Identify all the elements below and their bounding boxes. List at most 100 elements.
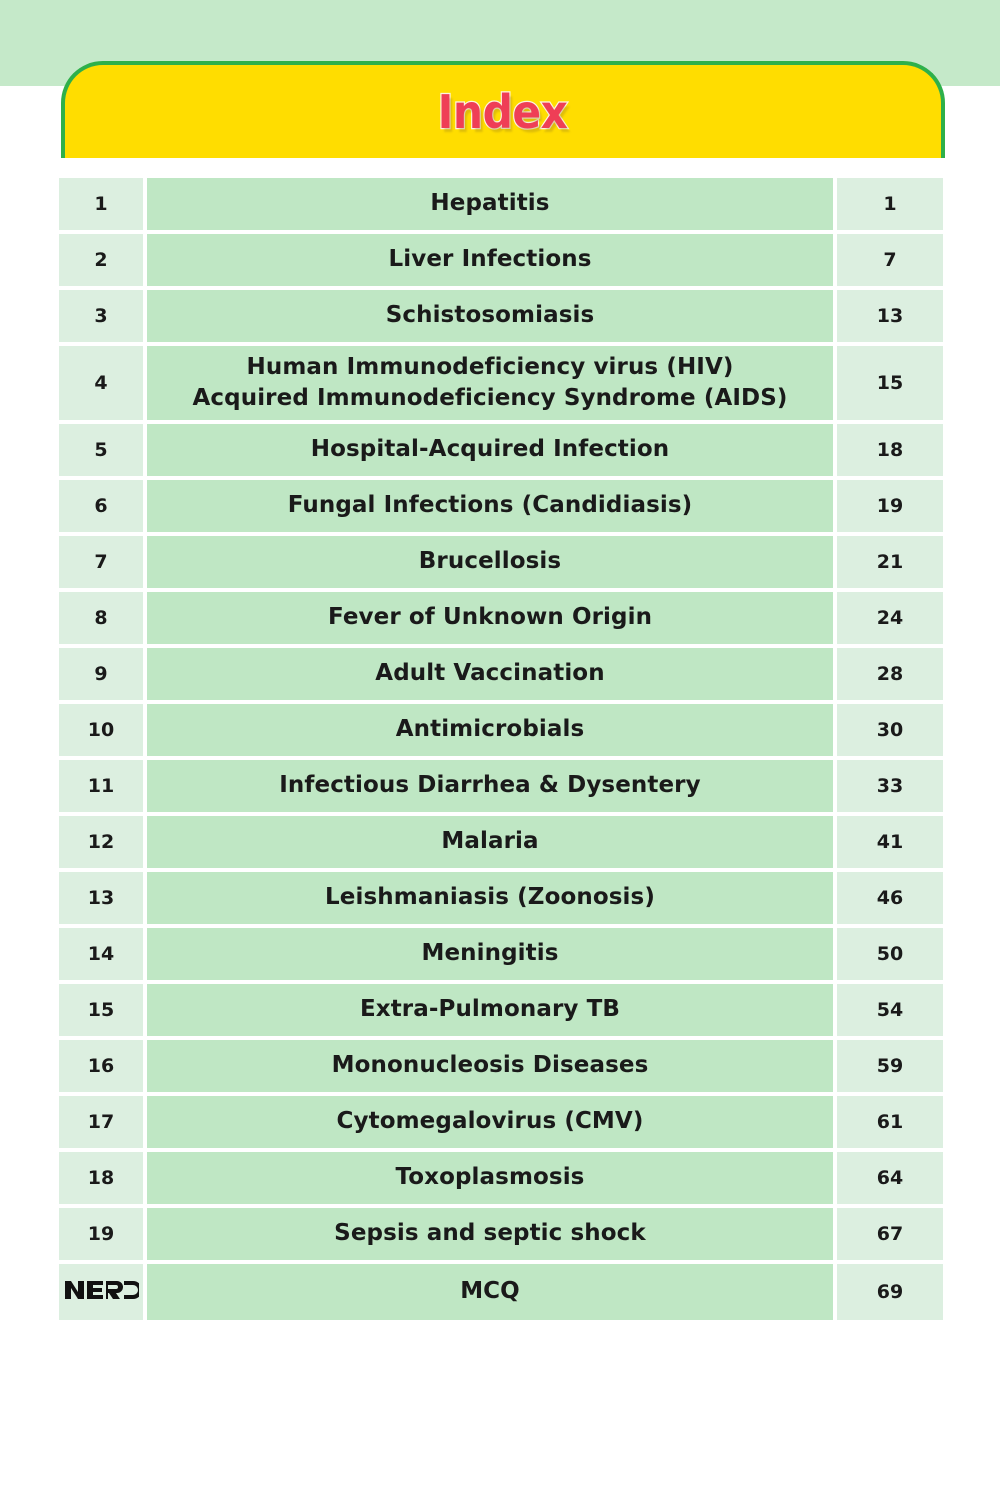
row-page-number-cell: 67 — [837, 1208, 943, 1264]
row-title-cell[interactable]: Extra-Pulmonary TB — [147, 984, 837, 1040]
row-title-cell[interactable]: Mononucleosis Diseases — [147, 1040, 837, 1096]
table-row[interactable]: 16 Mononucleosis Diseases 59 — [59, 1040, 943, 1096]
table-row[interactable]: 7 Brucellosis 21 — [59, 536, 943, 592]
row-title-line: Mononucleosis Diseases — [331, 1052, 649, 1079]
table-row[interactable]: 10 Antimicrobials 30 — [59, 704, 943, 760]
row-title-cell[interactable]: Human Immunodeficiency virus (HIV) Acquir… — [147, 346, 837, 424]
row-page-number: 18 — [876, 439, 904, 461]
row-page-number: 61 — [876, 1111, 904, 1133]
nerd-logo-icon — [59, 1279, 143, 1301]
row-title-cell[interactable]: Meningitis — [147, 928, 837, 984]
row-number: 14 — [87, 943, 115, 965]
row-number: 3 — [94, 305, 108, 327]
table-row[interactable]: 13 Leishmaniasis (Zoonosis) 46 — [59, 872, 943, 928]
row-page-number-cell: 54 — [837, 984, 943, 1040]
row-title-cell[interactable]: Leishmaniasis (Zoonosis) — [147, 872, 837, 928]
row-page-number-cell: 46 — [837, 872, 943, 928]
row-page-number-cell: 15 — [837, 346, 943, 424]
table-row[interactable]: 17 Cytomegalovirus (CMV) 61 — [59, 1096, 943, 1152]
row-title-cell[interactable]: Liver Infections — [147, 234, 837, 290]
row-page-number-cell: 64 — [837, 1152, 943, 1208]
row-number: 15 — [87, 999, 115, 1021]
row-title-cell[interactable]: Malaria — [147, 816, 837, 872]
index-banner: Index — [61, 61, 945, 158]
row-title-cell[interactable]: Infectious Diarrhea & Dysentery — [147, 760, 837, 816]
index-table: 1 Hepatitis 1 2 Liver Infections 7 3 Schistosom… — [59, 178, 943, 1320]
row-number-cell: 4 — [59, 346, 147, 424]
page-title: Index — [437, 83, 570, 140]
table-row[interactable]: MCQ 69 — [59, 1264, 943, 1320]
row-title-cell[interactable]: Hospital-Acquired Infection — [147, 424, 837, 480]
row-title-cell[interactable]: Sepsis and septic shock — [147, 1208, 837, 1264]
row-page-number-cell: 61 — [837, 1096, 943, 1152]
row-number-cell: 9 — [59, 648, 147, 704]
row-title-line: MCQ — [460, 1278, 520, 1305]
row-title-line: Adult Vaccination — [375, 660, 605, 687]
table-row[interactable]: 4 Human Immunodeficiency virus (HIV) Acqui… — [59, 346, 943, 424]
row-title-cell[interactable]: Adult Vaccination — [147, 648, 837, 704]
table-row[interactable]: 5 Hospital-Acquired Infection 18 — [59, 424, 943, 480]
table-row[interactable]: 11 Infectious Diarrhea & Dysentery 33 — [59, 760, 943, 816]
row-page-number: 41 — [876, 831, 904, 853]
row-number-cell: 1 — [59, 178, 147, 234]
row-page-number-cell: 33 — [837, 760, 943, 816]
table-row[interactable]: 8 Fever of Unknown Origin 24 — [59, 592, 943, 648]
row-number-cell: 6 — [59, 480, 147, 536]
row-number-cell: 7 — [59, 536, 147, 592]
row-title-cell[interactable]: MCQ — [147, 1264, 837, 1320]
table-row[interactable]: 18 Toxoplasmosis 64 — [59, 1152, 943, 1208]
table-row[interactable]: 1 Hepatitis 1 — [59, 178, 943, 234]
row-page-number: 33 — [876, 775, 904, 797]
row-title-line: Liver Infections — [388, 246, 592, 273]
row-number: 2 — [94, 249, 108, 271]
row-number: 19 — [87, 1223, 115, 1245]
row-page-number-cell: 21 — [837, 536, 943, 592]
table-row[interactable]: 3 Schistosomiasis 13 — [59, 290, 943, 346]
table-row[interactable]: 12 Malaria 41 — [59, 816, 943, 872]
row-page-number: 1 — [883, 193, 897, 215]
row-number-cell: 3 — [59, 290, 147, 346]
row-page-number: 50 — [876, 943, 904, 965]
row-title-cell[interactable]: Schistosomiasis — [147, 290, 837, 346]
row-title-cell[interactable]: Cytomegalovirus (CMV) — [147, 1096, 837, 1152]
row-title-line: Fever of Unknown Origin — [327, 604, 653, 631]
row-title-line: Brucellosis — [418, 548, 562, 575]
row-number: 10 — [87, 719, 115, 741]
row-page-number-cell: 59 — [837, 1040, 943, 1096]
row-title-line: Acquired Immunodeficiency Syndrome (AIDS… — [192, 385, 788, 411]
row-title-line: Sepsis and septic shock — [334, 1220, 646, 1247]
row-title-cell[interactable]: Hepatitis — [147, 178, 837, 234]
row-number: 1 — [94, 193, 108, 215]
row-page-number: 19 — [876, 495, 904, 517]
row-number-cell: 17 — [59, 1096, 147, 1152]
row-title-line: Human Immunodeficiency virus (HIV) — [246, 353, 734, 380]
row-title-line: Cytomegalovirus (CMV) — [336, 1108, 644, 1135]
row-title-cell[interactable]: Fungal Infections (Candidiasis) — [147, 480, 837, 536]
row-number: 17 — [87, 1111, 115, 1133]
row-page-number: 67 — [876, 1223, 904, 1245]
row-number: 8 — [94, 607, 108, 629]
table-row[interactable]: 19 Sepsis and septic shock 67 — [59, 1208, 943, 1264]
row-title-line: Hospital-Acquired Infection — [310, 436, 670, 463]
row-title-cell[interactable]: Toxoplasmosis — [147, 1152, 837, 1208]
row-page-number-cell: 18 — [837, 424, 943, 480]
table-row[interactable]: 15 Extra-Pulmonary TB 54 — [59, 984, 943, 1040]
row-page-number: 21 — [876, 551, 904, 573]
row-title-line: Antimicrobials — [395, 716, 585, 743]
table-row[interactable]: 14 Meningitis 50 — [59, 928, 943, 984]
table-row[interactable]: 9 Adult Vaccination 28 — [59, 648, 943, 704]
row-page-number: 24 — [876, 607, 904, 629]
row-page-number-cell: 24 — [837, 592, 943, 648]
row-title-line: Malaria — [441, 828, 539, 855]
row-number-cell: 18 — [59, 1152, 147, 1208]
row-title-cell[interactable]: Antimicrobials — [147, 704, 837, 760]
row-number-cell: 10 — [59, 704, 147, 760]
row-title-cell[interactable]: Brucellosis — [147, 536, 837, 592]
row-page-number-cell: 30 — [837, 704, 943, 760]
row-page-number: 15 — [876, 372, 904, 394]
row-page-number: 28 — [876, 663, 904, 685]
row-title-cell[interactable]: Fever of Unknown Origin — [147, 592, 837, 648]
table-row[interactable]: 2 Liver Infections 7 — [59, 234, 943, 290]
table-row[interactable]: 6 Fungal Infections (Candidiasis) 19 — [59, 480, 943, 536]
row-page-number-cell: 19 — [837, 480, 943, 536]
